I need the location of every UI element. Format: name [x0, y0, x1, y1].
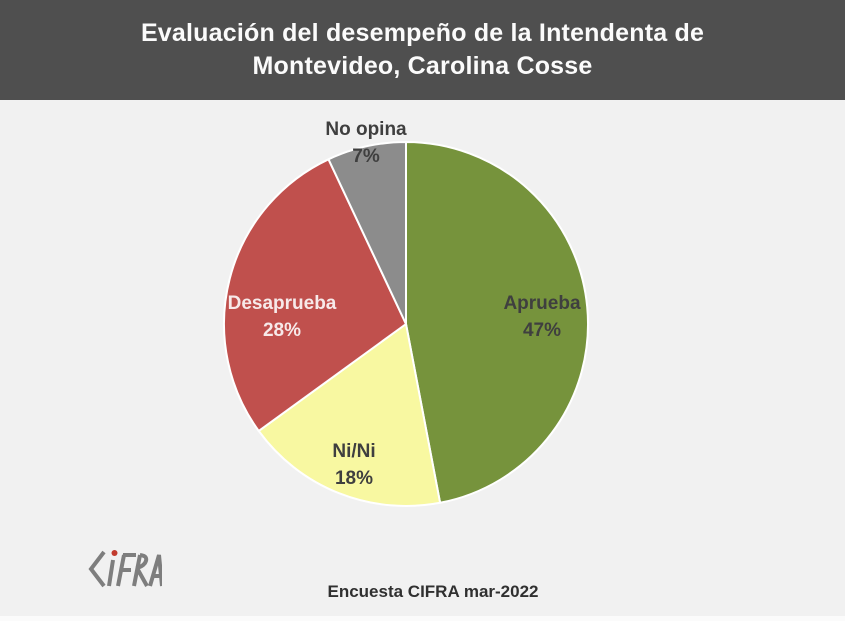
chart-title-banner: Evaluación del desempeño de la Intendent…	[0, 0, 845, 100]
cifra-logo-letters	[88, 550, 162, 588]
pie-slice-desaprueba	[223, 158, 407, 432]
pie-label-nini-name: Ni/Ni	[332, 441, 376, 462]
logo-dot-icon	[111, 550, 118, 556]
source-caption: Encuesta CIFRA mar-2022	[327, 582, 539, 601]
pie-label-nini-pct: 18%	[334, 468, 374, 489]
pie-label-desaprueba-pct: 28%	[262, 320, 302, 341]
pie-label-no-opina-name: No opina	[325, 119, 407, 140]
pie-label-nini: Ni/Ni 18%	[332, 438, 375, 492]
pie-slice-no-opina	[327, 141, 407, 325]
chart-title-line1: Evaluación del desempeño de la Intendent…	[140, 19, 705, 47]
cifra-logo	[88, 550, 162, 588]
pie-label-aprueba: Aprueba 47%	[503, 290, 580, 344]
chart-title-line2: Montevideo, Carolina Cosse	[252, 52, 593, 80]
pie-chart	[223, 141, 589, 507]
pie-slice-ni-ni	[257, 323, 442, 507]
bottom-edge	[0, 616, 845, 621]
pie-label-desaprueba: Desaprueba 28%	[228, 290, 337, 344]
pie-label-aprueba-name: Aprueba	[503, 293, 581, 314]
pie-label-aprueba-pct: 47%	[522, 320, 562, 341]
pie-slice-aprueba	[405, 141, 589, 504]
pie-label-no-opina-pct: 7%	[352, 146, 380, 167]
pie-label-no-opina: No opina 7%	[325, 116, 406, 170]
pie-label-desaprueba-name: Desaprueba	[227, 293, 337, 314]
